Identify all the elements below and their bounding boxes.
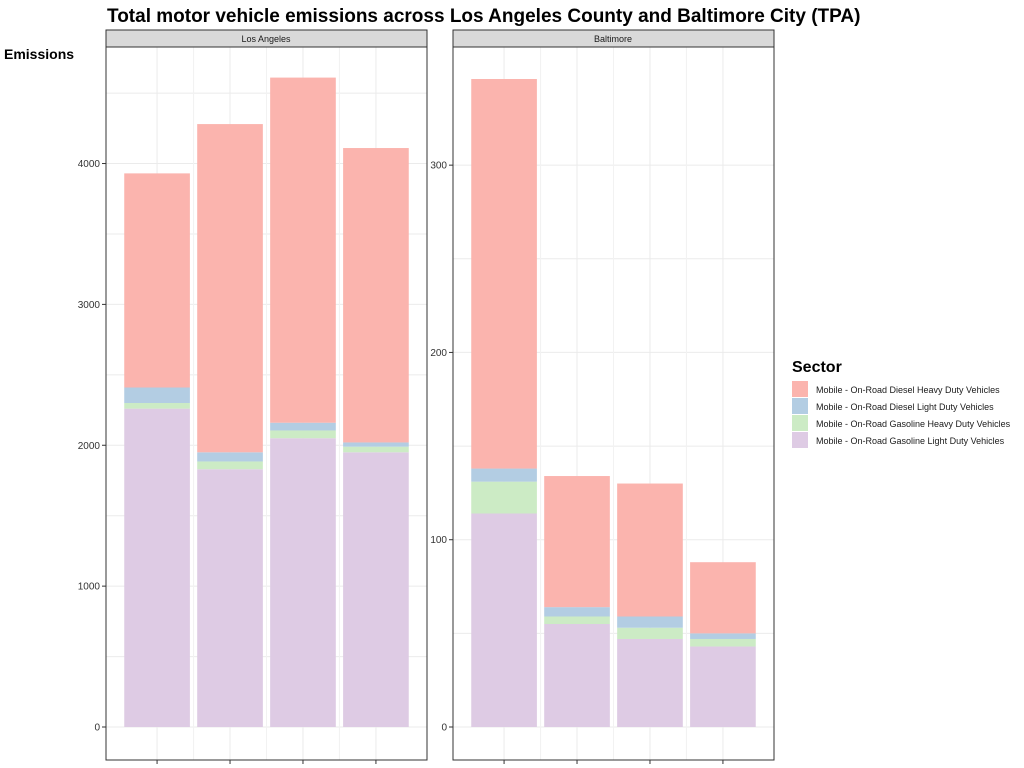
bar-segment-diesel-light <box>197 452 263 462</box>
y-tick-label: 300 <box>430 161 447 172</box>
bar-segment-gasoline-heavy <box>544 616 610 624</box>
y-tick-label: 4000 <box>78 159 101 170</box>
bar-segment-diesel-light <box>343 442 409 447</box>
bar-segment-gasoline-light <box>124 408 190 727</box>
bar-segment-gasoline-light <box>544 623 610 727</box>
bar-segment-gasoline-heavy <box>343 446 409 453</box>
bar-segment-diesel-light <box>544 607 610 617</box>
strip-label: Baltimore <box>594 34 632 44</box>
bar-segment-diesel-heavy <box>197 124 263 453</box>
bar-segment-diesel-light <box>471 468 537 482</box>
bar-segment-gasoline-light <box>197 469 263 727</box>
legend-item: Mobile - On-Road Diesel Heavy Duty Vehic… <box>792 381 1000 397</box>
bar-segment-diesel-heavy <box>471 79 537 469</box>
bar-segment-gasoline-heavy <box>124 403 190 409</box>
legend-swatch <box>792 398 808 414</box>
bar-segment-gasoline-light <box>343 452 409 727</box>
y-tick-label: 100 <box>430 535 447 546</box>
legend-label: Mobile - On-Road Diesel Heavy Duty Vehic… <box>816 385 1000 395</box>
bar-segment-diesel-light <box>124 387 190 403</box>
bar-segment-diesel-light <box>690 633 756 639</box>
bar-segment-gasoline-light <box>617 638 683 727</box>
panel-baltimore: Baltimore 0 100 200 300 <box>430 29 775 764</box>
y-tick-label: 3000 <box>78 300 101 311</box>
legend-swatch <box>792 381 808 397</box>
panel-border <box>452 46 775 761</box>
y-axis-label: Emissions <box>4 46 74 62</box>
bar-segment-diesel-heavy <box>124 173 190 388</box>
bar-segment-gasoline-heavy <box>617 627 683 639</box>
bar-segment-gasoline-heavy <box>690 638 756 647</box>
legend-swatch <box>792 432 808 448</box>
legend-item: Mobile - On-Road Diesel Light Duty Vehic… <box>792 398 994 414</box>
y-tick-label: 0 <box>441 723 447 734</box>
bar-segment-diesel-heavy <box>690 562 756 634</box>
chart-title: Total motor vehicle emissions across Los… <box>107 6 860 27</box>
legend: Sector Mobile - On-Road Diesel Heavy Dut… <box>792 359 1011 448</box>
legend-label: Mobile - On-Road Gasoline Light Duty Veh… <box>816 436 1005 446</box>
bar-segment-diesel-heavy <box>544 476 610 608</box>
bar-segment-gasoline-light <box>690 646 756 727</box>
legend-item: Mobile - On-Road Gasoline Light Duty Veh… <box>792 432 1005 448</box>
legend-item: Mobile - On-Road Gasoline Heavy Duty Veh… <box>792 415 1011 431</box>
bar-segment-gasoline-light <box>270 438 336 727</box>
bar-segment-diesel-heavy <box>270 77 336 423</box>
legend-title: Sector <box>792 359 842 376</box>
bar-segment-diesel-light <box>270 422 336 431</box>
bar-segment-diesel-heavy <box>343 148 409 443</box>
strip-label: Los Angeles <box>241 34 291 44</box>
y-tick-label: 200 <box>430 348 447 359</box>
bar-segment-gasoline-heavy <box>197 461 263 470</box>
legend-label: Mobile - On-Road Gasoline Heavy Duty Veh… <box>816 419 1011 429</box>
y-tick-label: 0 <box>94 723 100 734</box>
y-tick-label: 2000 <box>78 441 101 452</box>
panel-los-angeles: Los Angeles 0 1000 2000 3000 4000 <box>78 29 428 764</box>
y-tick-label: 1000 <box>78 582 101 593</box>
legend-label: Mobile - On-Road Diesel Light Duty Vehic… <box>816 402 994 412</box>
bar-segment-gasoline-light <box>471 513 537 727</box>
panel-border <box>105 46 428 761</box>
bar-segment-diesel-light <box>617 616 683 628</box>
bar-segment-diesel-heavy <box>617 483 683 617</box>
bar-segment-gasoline-heavy <box>471 481 537 514</box>
bar-segment-gasoline-heavy <box>270 430 336 439</box>
legend-swatch <box>792 415 808 431</box>
